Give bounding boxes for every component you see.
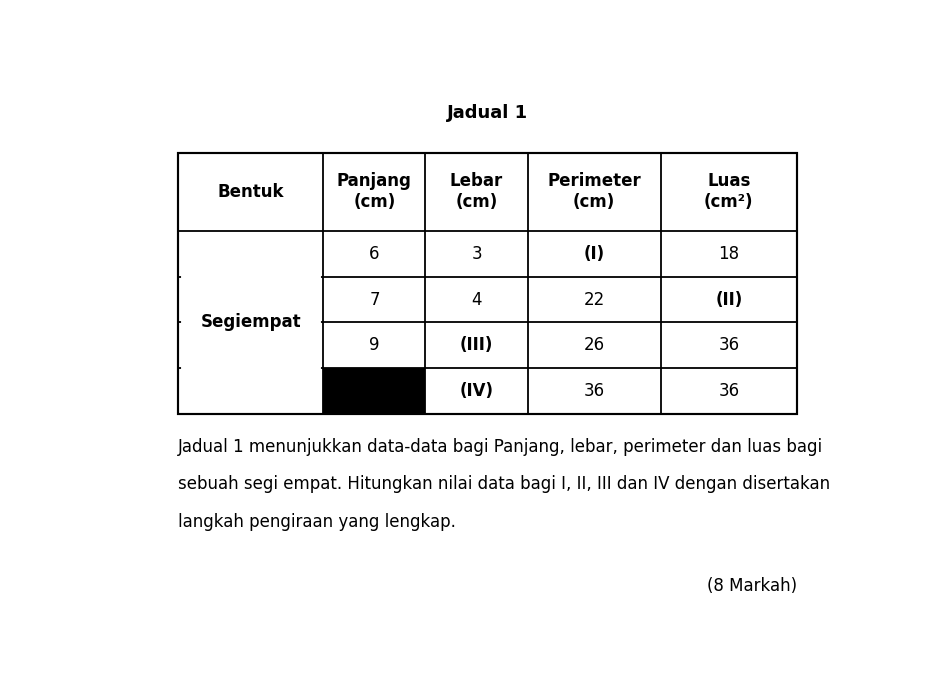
Text: langkah pengiraan yang lengkap.: langkah pengiraan yang lengkap. (178, 513, 456, 531)
Text: sebuah segi empat. Hitungkan nilai data bagi I, II, III dan IV dengan disertakan: sebuah segi empat. Hitungkan nilai data … (178, 475, 830, 493)
Text: Perimeter
(cm): Perimeter (cm) (548, 173, 641, 211)
Text: 4: 4 (472, 290, 482, 308)
Text: Panjang
(cm): Panjang (cm) (337, 173, 412, 211)
Text: 36: 36 (584, 382, 605, 400)
Text: Bentuk: Bentuk (218, 183, 283, 201)
Text: (III): (III) (460, 336, 494, 354)
Text: Segiempat: Segiempat (201, 313, 301, 331)
Text: 18: 18 (718, 245, 739, 263)
Text: 3: 3 (472, 245, 482, 263)
Text: Lebar
(cm): Lebar (cm) (450, 173, 503, 211)
Text: (IV): (IV) (459, 382, 494, 400)
Text: 36: 36 (718, 382, 739, 400)
Text: (I): (I) (584, 245, 605, 263)
Text: 26: 26 (584, 336, 605, 354)
Text: (8 Markah): (8 Markah) (707, 577, 797, 595)
Text: (II): (II) (715, 290, 743, 308)
Text: 9: 9 (369, 336, 379, 354)
Text: Luas
(cm²): Luas (cm²) (704, 173, 753, 211)
Bar (178, 152, 797, 414)
Text: 36: 36 (718, 336, 739, 354)
Text: Jadual 1 menunjukkan data-data bagi Panjang, lebar, perimeter dan luas bagi: Jadual 1 menunjukkan data-data bagi Panj… (178, 438, 823, 456)
Bar (323, 368, 425, 414)
Text: Jadual 1: Jadual 1 (447, 103, 528, 121)
Text: 7: 7 (369, 290, 379, 308)
Text: 22: 22 (584, 290, 605, 308)
Text: 6: 6 (369, 245, 379, 263)
